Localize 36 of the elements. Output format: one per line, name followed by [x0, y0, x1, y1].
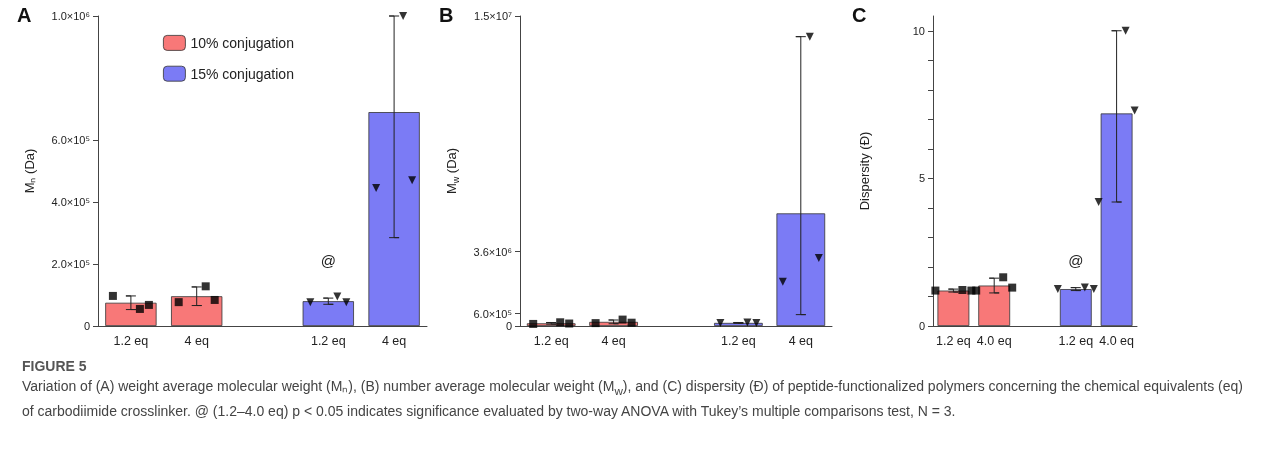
y-tick-label: 10	[912, 24, 925, 37]
legend-label: 15% conjugation	[190, 65, 294, 82]
y-tick-label: 0	[83, 320, 90, 332]
x-tick-label: 4 eq	[788, 333, 813, 348]
x-tick-label: 1.2 eq	[310, 333, 346, 348]
text: Variation of (A) weight average molecular weight (Mₙ), (B) number average molecular weight (M$_{w}$), and (C) dispersity (Đ) of peptide-functionalized polymers concerning the chemical equivalents (eq) of carbodiimide crosslinker. @ (1.2–4.0 eq) p < 0.05 indicates significance evaluated by two-way ANOVA with Tukey’s multiple comparisons test, N = 3.	[22, 377, 1245, 421]
x-tick-label: 1.2 eq	[533, 333, 569, 348]
x-tick-label: 1.2 eq	[936, 333, 971, 348]
y-tick-label: 1.0×10⁶	[51, 10, 90, 22]
legend-label: 10% conjugation	[190, 34, 294, 51]
caption: FIGURE 5	[22, 357, 88, 376]
x-tick-label: 4.0 eq	[976, 333, 1012, 348]
annotation: @	[320, 252, 336, 270]
chart-title: B	[439, 4, 454, 26]
x-tick-label: 4 eq	[381, 333, 407, 348]
x-tick-label: 1.2 eq	[721, 333, 756, 348]
annotation: @	[1068, 252, 1084, 270]
y-tick-label: 0	[918, 320, 925, 332]
y-tick-label: 2.0×10⁵	[51, 258, 90, 270]
y-axis-title: Dispersity (Đ)	[856, 131, 872, 211]
y-tick-label: 3.6×10⁶	[473, 245, 512, 258]
x-tick-label: 4.0 eq	[1099, 333, 1135, 348]
y-tick-label: 6.0×10⁵	[473, 307, 512, 320]
y-tick-label: 0	[505, 320, 512, 332]
chart-title: C	[852, 4, 867, 26]
y-tick-label: 5	[918, 172, 925, 185]
chart-title: A	[17, 4, 32, 26]
y-axis-title: Mₙ (Da)	[21, 148, 37, 194]
x-tick-label: 4 eq	[601, 333, 626, 348]
y-tick-label: 6.0×10⁵	[51, 134, 90, 146]
y-tick-label: 4.0×10⁵	[51, 196, 90, 208]
y-tick-label: 1.5×10⁷	[474, 10, 513, 22]
x-tick-label: 1.2 eq	[1058, 333, 1094, 348]
x-tick-label: 4 eq	[184, 333, 209, 348]
y-axis-title: Mw (Da)	[443, 147, 461, 195]
x-tick-label: 1.2 eq	[113, 333, 149, 348]
